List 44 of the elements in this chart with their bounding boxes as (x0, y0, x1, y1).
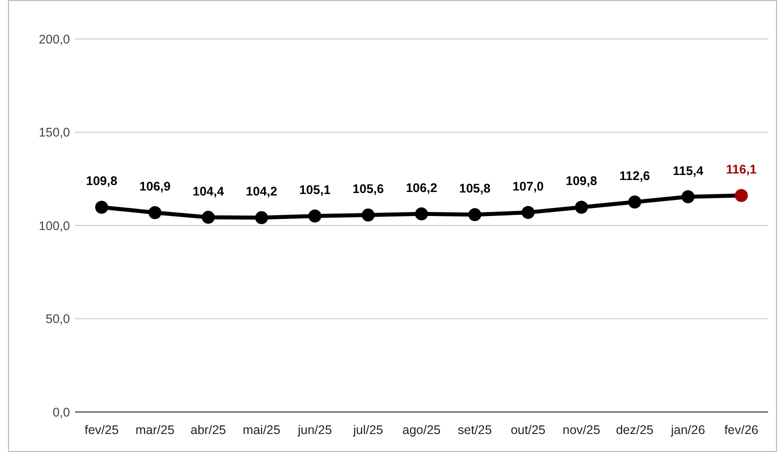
data-label: 105,1 (299, 182, 331, 197)
data-label: 105,8 (459, 182, 490, 196)
data-label: 109,8 (86, 174, 118, 188)
y-tick-label: 50,0 (46, 312, 70, 326)
x-tick-label: dez/25 (616, 423, 654, 437)
point (202, 210, 215, 224)
x-tick-label: out/25 (510, 423, 546, 437)
point (415, 207, 428, 220)
y-tick-label: 0,0 (52, 405, 70, 420)
data-label: 109,8 (566, 174, 598, 188)
data-label: 115,4 (672, 164, 704, 178)
data-label: 104,4 (192, 184, 224, 198)
data-label: 106,2 (406, 180, 438, 195)
point (574, 200, 588, 214)
point (308, 209, 322, 222)
x-tick-label: mai/25 (242, 423, 280, 437)
point (255, 211, 268, 224)
x-tick-label: jun/25 (296, 423, 332, 437)
data-label: 106,9 (139, 180, 171, 194)
point (734, 188, 748, 202)
data-label: 105,6 (352, 182, 384, 196)
data-label: 116,1 (726, 162, 757, 176)
point (468, 208, 482, 222)
point (682, 190, 695, 204)
point (95, 200, 108, 214)
x-tick-label: set/25 (458, 423, 492, 437)
point (148, 206, 162, 220)
y-tick-label: 200,0 (38, 32, 70, 46)
x-tick-label: ago/25 (402, 423, 441, 437)
x-tick-label: fev/25 (84, 423, 119, 437)
point (628, 196, 642, 208)
y-tick-label: 150,0 (38, 126, 70, 140)
x-tick-label: fev/26 (724, 423, 758, 437)
y-tick-label: 100,0 (38, 218, 70, 233)
data-label: 104,2 (246, 184, 278, 199)
data-label: 112,6 (619, 169, 650, 183)
x-tick-label: mar/25 (136, 423, 174, 437)
point (362, 208, 375, 222)
data-label: 107,0 (512, 179, 544, 194)
x-tick-label: nov/25 (562, 423, 600, 437)
point (522, 206, 535, 219)
x-tick-label: jan/26 (670, 423, 706, 437)
x-tick-label: abr/25 (190, 423, 226, 437)
x-tick-label: jul/25 (352, 423, 384, 437)
